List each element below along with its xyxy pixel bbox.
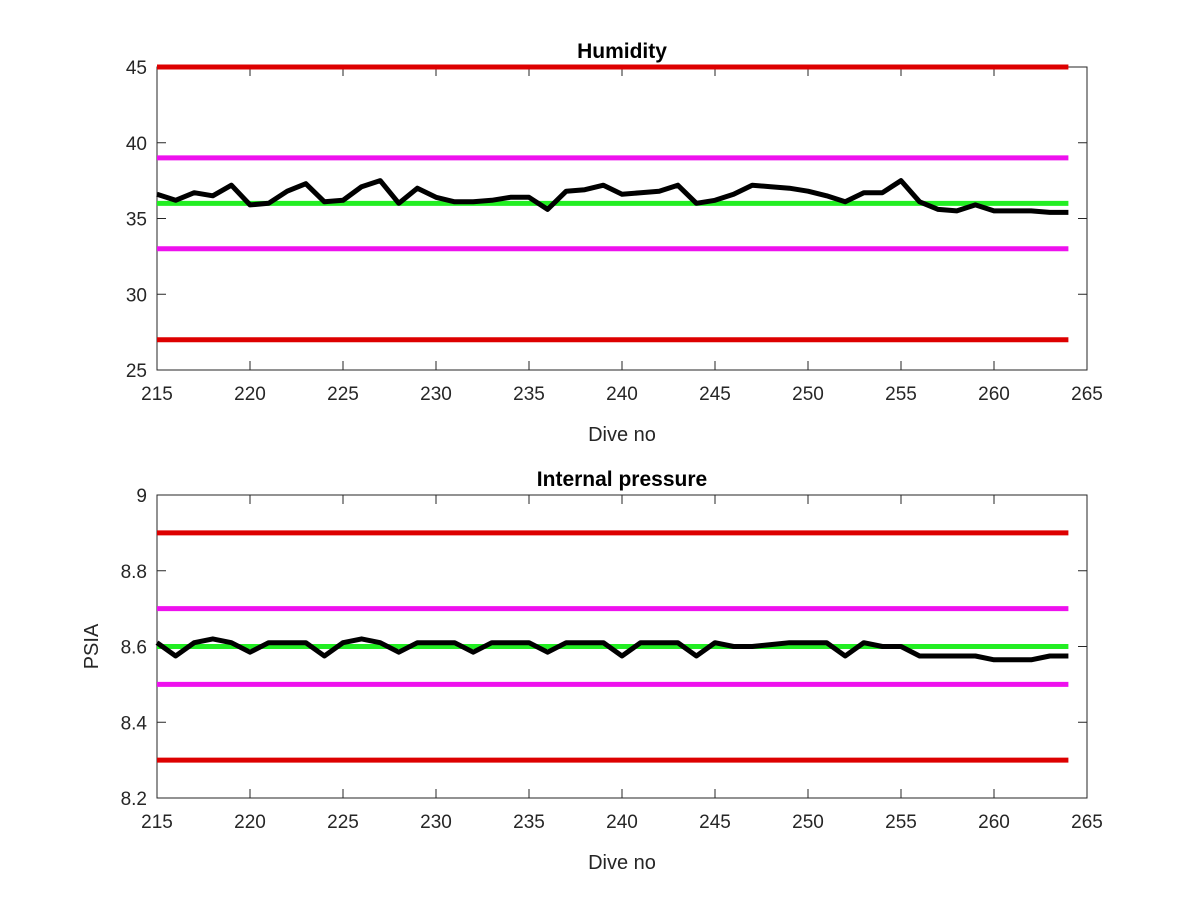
pressure-y-tick-label: 8.2: [121, 789, 147, 810]
humidity-x-tick-label: 220: [234, 384, 266, 405]
humidity-y-tick-label: 25: [126, 361, 147, 382]
pressure-x-tick-label: 215: [141, 812, 173, 833]
humidity-x-tick-label: 225: [327, 384, 359, 405]
humidity-y-tick-label: 45: [126, 58, 147, 79]
humidity-x-axis-label: Dive no: [588, 424, 656, 446]
humidity-x-tick-label: 215: [141, 384, 173, 405]
pressure-y-tick-label: 8.4: [121, 713, 148, 734]
pressure-y-tick-label: 9: [136, 486, 147, 507]
humidity-y-tick-label: 30: [126, 285, 147, 306]
pressure-x-tick-label: 245: [699, 812, 731, 833]
pressure-y-axis-label: PSIA: [81, 623, 103, 669]
pressure-x-tick-label: 240: [606, 812, 638, 833]
humidity-chart-title: Humidity: [577, 40, 667, 63]
pressure-chart-title: Internal pressure: [537, 468, 707, 491]
pressure-y-tick-label: 8.8: [121, 562, 147, 583]
humidity-x-tick-label: 260: [978, 384, 1010, 405]
humidity-series-line: [156, 178, 1069, 215]
humidity-x-tick-label: 255: [885, 384, 917, 405]
humidity-x-tick-label: 265: [1071, 384, 1103, 405]
internal-pressure-chart: 215 220 225 230 235 240 245 250 255 260 265 8.2 8.4 8…: [81, 468, 1103, 874]
pressure-x-tick-label: 220: [234, 812, 266, 833]
humidity-x-tick-label: 250: [792, 384, 824, 405]
pressure-x-axis-label: Dive no: [588, 852, 656, 874]
humidity-x-tick-label: 235: [513, 384, 545, 405]
humidity-y-tick-label: 35: [126, 210, 147, 231]
pressure-x-tick-label: 255: [885, 812, 917, 833]
pressure-y-tick-label: 8.6: [121, 638, 147, 659]
pressure-series-line: [155, 636, 1069, 663]
humidity-chart: 215 220 225 230 235 240 245 250 255 260 265 25 30 35 4…: [126, 40, 1103, 446]
humidity-axes-box: [156, 66, 1088, 371]
pressure-x-tick-label: 265: [1071, 812, 1103, 833]
pressure-x-tick-label: 230: [420, 812, 452, 833]
pressure-x-tick-label: 250: [792, 812, 824, 833]
humidity-x-tick-label: 245: [699, 384, 731, 405]
pressure-x-tick-label: 235: [513, 812, 545, 833]
humidity-x-tick-label: 230: [420, 384, 452, 405]
pressure-x-tick-label: 260: [978, 812, 1010, 833]
humidity-x-tick-label: 240: [606, 384, 638, 405]
pressure-x-tick-label: 225: [327, 812, 359, 833]
humidity-y-tick-label: 40: [126, 134, 147, 155]
